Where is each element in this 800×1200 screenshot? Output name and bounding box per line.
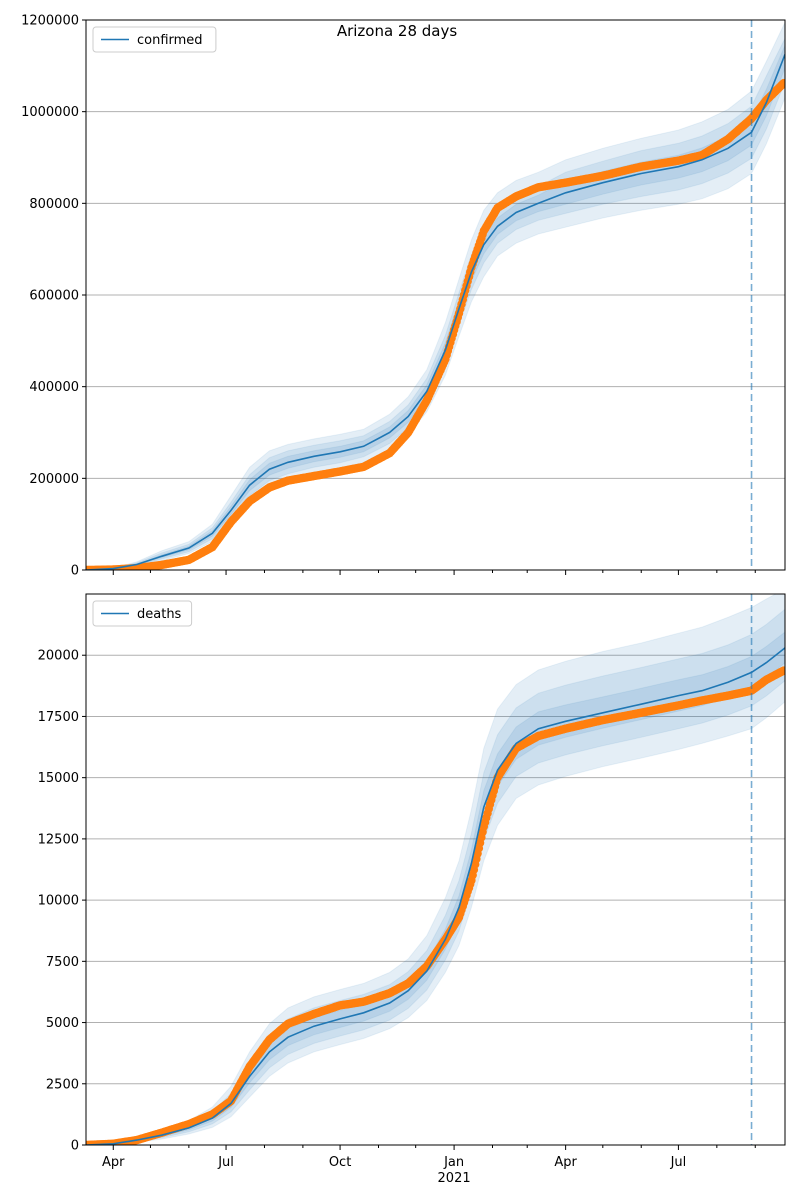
y-tick-label: 200000 [29, 472, 79, 487]
x-year-label: 2021 [438, 1171, 471, 1186]
y-tick-label: 400000 [29, 380, 79, 395]
y-tick-label: 800000 [29, 197, 79, 212]
y-tick-label: 10000 [38, 894, 79, 909]
x-tick-label: Jan [443, 1155, 464, 1170]
y-tick-label: 5000 [46, 1016, 79, 1031]
plot-area [86, 594, 785, 1145]
observed-point [779, 666, 785, 675]
x-tick-label: Oct [329, 1155, 351, 1170]
model-line [86, 54, 785, 570]
legend: deaths [92, 600, 193, 627]
uncertainty-band [86, 45, 785, 570]
uncertainty-band [86, 608, 785, 1145]
observed-series [86, 78, 785, 570]
legend-box [92, 26, 217, 53]
confirmed-chart: 0 200000 400000 600000 800000 1000000 1200000 c… [21, 14, 786, 579]
y-tick-label: 2500 [46, 1077, 79, 1092]
y-tick-label: 7500 [46, 955, 79, 970]
x-tick-label: Jul [217, 1155, 234, 1170]
observed-point [779, 78, 785, 88]
legend-box [92, 600, 193, 627]
x-tick-label: Apr [102, 1155, 125, 1170]
model-line [86, 647, 785, 1145]
y-tick-label: 0 [71, 1139, 79, 1154]
uncertainty-band [86, 38, 785, 570]
y-tick-label: 1000000 [21, 105, 79, 120]
x-tick-label: Apr [554, 1155, 577, 1170]
y-tick-label: 15000 [38, 771, 79, 786]
uncertainty-band [86, 22, 785, 570]
axes-frame [85, 593, 786, 1146]
y-tick-label: 17500 [38, 710, 79, 725]
uncertainty-band [86, 594, 785, 1145]
y-tick-label: 1200000 [21, 14, 79, 29]
y-tick-label: 0 [71, 564, 79, 579]
figure-title: Arizona 28 days [337, 22, 458, 40]
x-tick-label: Jul [670, 1155, 687, 1170]
plot-area [86, 22, 785, 570]
y-tick-label: 20000 [38, 649, 79, 664]
y-tick-label: 600000 [29, 289, 79, 304]
legend-label: confirmed [137, 33, 203, 48]
legend-label: deaths [137, 607, 182, 622]
deaths-chart: 0 2500 5000 7500 10000 12500 15000 17500 20000 Ap… [38, 593, 786, 1186]
legend: confirmed [92, 26, 217, 53]
y-tick-label: 12500 [38, 832, 79, 847]
